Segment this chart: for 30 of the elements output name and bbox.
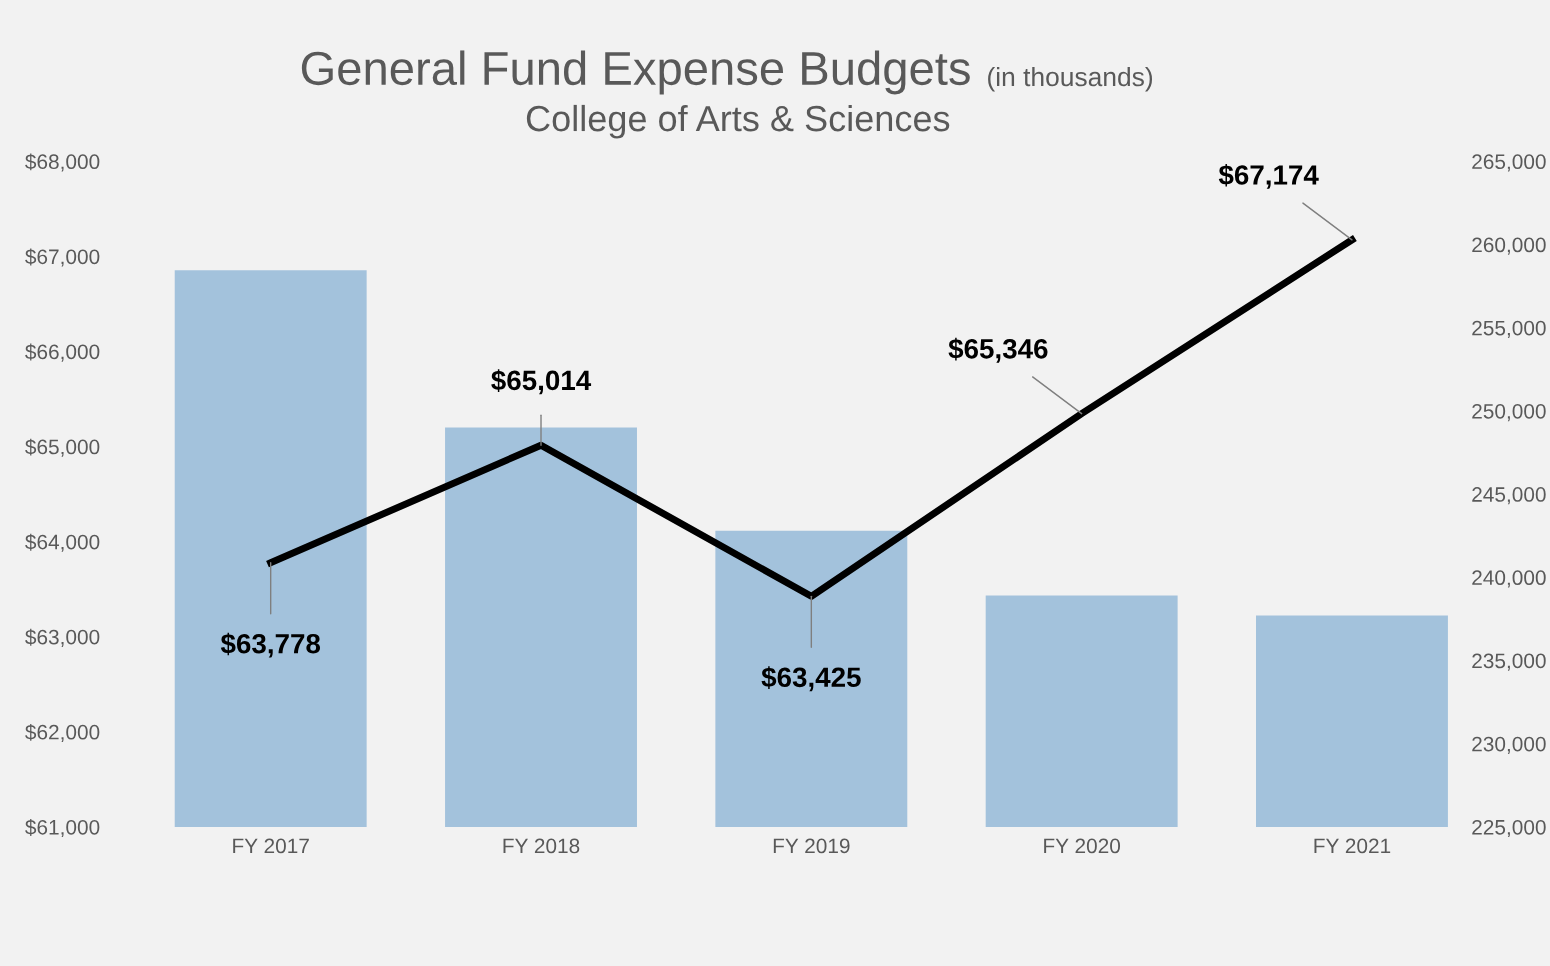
- x-tick-label: FY 2018: [503, 838, 580, 854]
- y-tick-label: $62,000: [25, 723, 100, 743]
- y2-tick-label: 240,000: [1472, 570, 1546, 588]
- y-tick-label: $61,000: [25, 819, 100, 838]
- y-tick-label: $64,000: [25, 533, 100, 552]
- y2-tick-label: 235,000: [1472, 653, 1546, 671]
- x-tick-label: FY 2020: [1044, 838, 1121, 854]
- y-tick-label: $66,000: [25, 343, 100, 362]
- data-label: $63,778: [220, 632, 321, 658]
- y-tick-label: $67,000: [25, 248, 100, 267]
- x-tick-label: FY 2021: [1314, 838, 1391, 854]
- y2-tick-label: 255,000: [1472, 320, 1546, 338]
- y-tick-label: $65,000: [25, 438, 100, 457]
- chart-subtitle: College of Arts & Sciences: [526, 104, 950, 139]
- data-label: $65,014: [491, 369, 592, 395]
- data-label: $67,174: [1218, 163, 1319, 189]
- data-label: $65,346: [948, 337, 1048, 363]
- y2-tick-label: 245,000: [1472, 487, 1546, 505]
- y2-tick-label: 265,000: [1472, 154, 1546, 172]
- x-tick-label: FY 2019: [773, 838, 850, 854]
- y2-tick-label: 230,000: [1472, 736, 1546, 754]
- y-tick-label: $63,000: [25, 628, 100, 647]
- data-label: $63,425: [761, 666, 861, 692]
- chart-title: General Fund Expense Budgets: [301, 50, 970, 95]
- text: (in thousands): [988, 66, 1153, 92]
- x-tick-label: FY 2017: [233, 838, 309, 854]
- y2-tick-label: 260,000: [1472, 237, 1546, 255]
- y2-tick-label: 250,000: [1472, 403, 1546, 422]
- y-tick-label: $68,000: [25, 153, 100, 172]
- y2-tick-label: 225,000: [1472, 819, 1546, 838]
